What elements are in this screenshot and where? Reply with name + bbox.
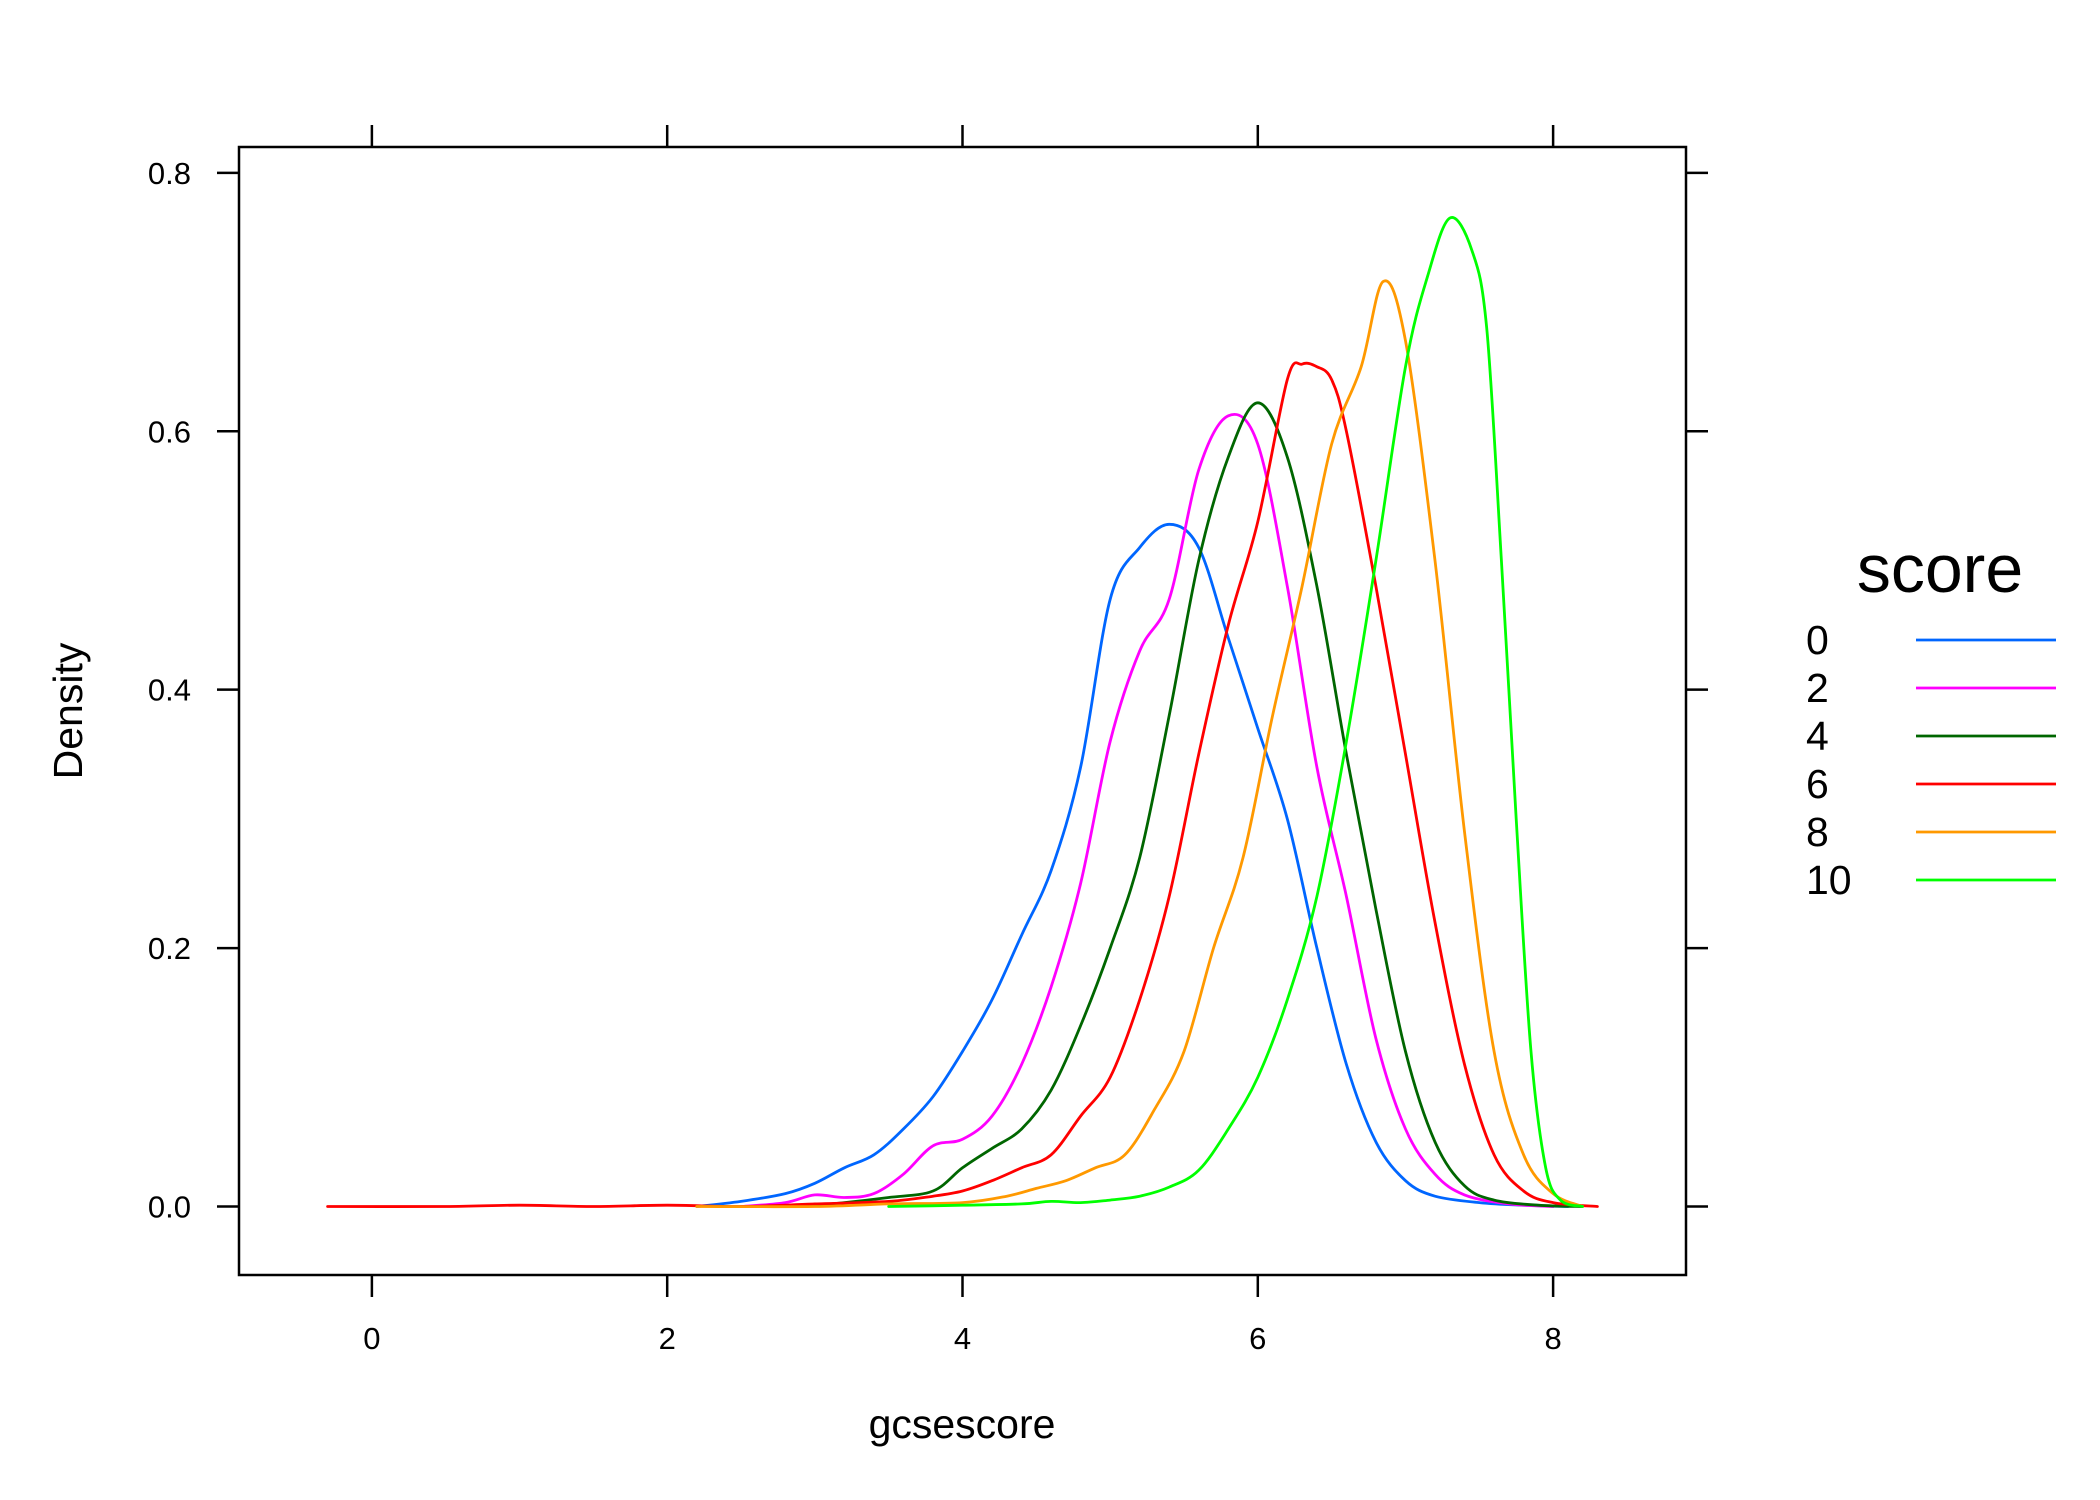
plot-panel (237, 145, 1688, 1277)
y-tick-label: 0.4 (148, 673, 191, 708)
series-line-2 (739, 412, 1555, 1208)
y-tick-label: 0.0 (148, 1190, 191, 1225)
series-line-4 (798, 401, 1584, 1208)
y-tick-label: 0.6 (148, 414, 191, 449)
legend-label: 4 (1806, 713, 1829, 759)
x-tick-label: 8 (1544, 1321, 1561, 1356)
axis-ticks: 0 2 4 6 8 0.0 0.2 0.4 0.6 0.8 (148, 125, 1708, 1356)
x-tick-label: 0 (363, 1321, 380, 1356)
series-line-6 (326, 361, 1599, 1208)
legend-label: 10 (1806, 857, 1852, 903)
y-tick-label: 0.8 (148, 156, 191, 191)
x-tick-label: 6 (1249, 1321, 1266, 1356)
x-tick-label: 4 (954, 1321, 971, 1356)
legend-title: score (1857, 531, 2023, 607)
legend-label: 6 (1806, 761, 1829, 807)
legend-label: 2 (1806, 665, 1829, 711)
x-tick-label: 2 (659, 1321, 676, 1356)
legend-label: 0 (1806, 617, 1829, 663)
series-line-10 (887, 216, 1584, 1208)
legend-label: 8 (1806, 809, 1829, 855)
y-tick-label: 0.2 (148, 931, 191, 966)
y-axis-title: Density (45, 642, 91, 779)
series-line-0 (695, 522, 1570, 1208)
x-axis-title: gcsescore (869, 1401, 1056, 1447)
series-line-8 (695, 279, 1584, 1209)
series-lines (326, 216, 1599, 1209)
